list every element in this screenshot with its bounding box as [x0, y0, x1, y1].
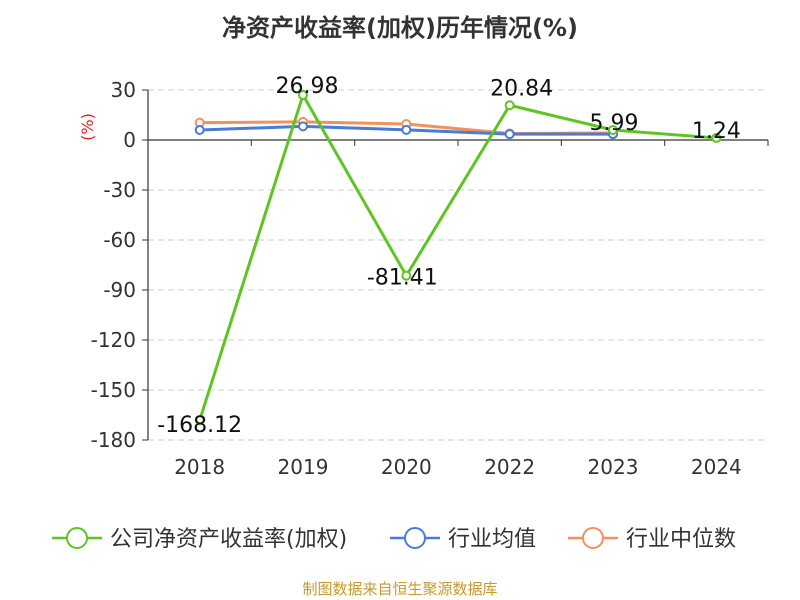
- data-label: 5.99: [590, 111, 639, 136]
- series-point-0: [194, 415, 205, 426]
- x-tick-label: 2023: [588, 455, 639, 479]
- source-note: 制图数据来自恒生聚源数据库: [302, 580, 497, 598]
- legend-label: 行业均值: [448, 527, 536, 552]
- series-point-0: [298, 90, 308, 101]
- legend-marker: [66, 527, 88, 549]
- legend-marker: [582, 527, 604, 549]
- y-tick-label: -150: [91, 378, 136, 402]
- data-label: 26.98: [276, 74, 339, 99]
- series-point-1: [504, 129, 515, 140]
- legend-label: 公司净资产收益率(加权): [110, 527, 347, 552]
- legend-label: 行业中位数: [626, 527, 736, 552]
- data-label: -168.12: [157, 413, 242, 438]
- axes: 30 0 -30 -60 -90 -120 -150 -180 2018 2019 2020 2022…: [91, 78, 769, 479]
- series-line-0: [198, 93, 717, 421]
- data-label: 1.24: [692, 119, 741, 144]
- series-point-1: [401, 124, 412, 135]
- y-tick-label: -30: [103, 178, 136, 202]
- x-tick-label: 2019: [278, 455, 329, 479]
- legend: 公司净资产收益率(加权) 行业均值 行业中位数: [52, 527, 736, 552]
- y-tick-label: 30: [111, 78, 136, 102]
- y-tick-label: 0: [123, 128, 136, 152]
- series-point-0: [401, 270, 412, 281]
- series-point-1: [194, 125, 205, 135]
- legend-marker: [404, 527, 426, 549]
- series-lines: [194, 90, 722, 426]
- y-tick-label: -180: [91, 428, 136, 452]
- data-label: -81.41: [367, 266, 438, 291]
- y-tick-label: -60: [103, 228, 136, 252]
- chart-title: 净资产收益率(加权)历年情况(%): [222, 14, 578, 42]
- series-point-0: [608, 125, 618, 136]
- x-tick-label: 2020: [381, 455, 432, 479]
- series-point-0: [711, 132, 722, 143]
- series-point-1: [298, 121, 308, 132]
- x-tick-label: 2018: [174, 455, 225, 479]
- y-axis-unit-label: (%): [78, 113, 97, 141]
- series-point-0: [504, 100, 515, 111]
- y-tick-label: -90: [103, 278, 136, 302]
- y-tick-label: -120: [91, 328, 136, 352]
- x-tick-label: 2024: [691, 455, 742, 479]
- data-labels: -168.12 26.98 -81.41 20.84 5.99 1.24: [157, 74, 741, 438]
- data-label: 20.84: [490, 76, 553, 101]
- x-tick-label: 2022: [484, 455, 535, 479]
